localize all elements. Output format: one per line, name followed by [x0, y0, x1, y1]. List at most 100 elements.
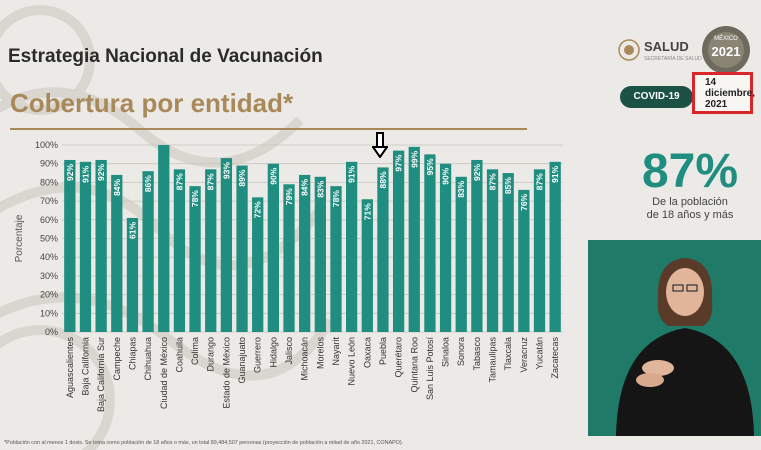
bar-data-label: 87%: [206, 173, 216, 190]
bar: [220, 158, 233, 332]
x-tick-label: Chiapas: [127, 337, 137, 371]
y-tick-label: 10%: [40, 308, 58, 318]
x-tick-label: Jalisco: [284, 337, 294, 365]
x-tick-label: Yucatán: [535, 337, 545, 370]
y-tick-label: 70%: [40, 196, 58, 206]
x-tick-label: San Luis Potosí: [425, 337, 435, 401]
y-tick-label: 40%: [40, 252, 58, 262]
bar: [283, 184, 295, 332]
bar: [518, 189, 530, 332]
strategy-title: Estrategia Nacional de Vacunación: [8, 46, 323, 67]
national-coverage-caption: De la población de 18 años y más: [625, 196, 755, 222]
x-tick-label: Puebla: [378, 337, 388, 365]
x-tick-label: Coahuila: [174, 337, 184, 373]
footnote: *Población con al menos 1 dosis. Se toma…: [4, 440, 404, 446]
bar-data-label: 83%: [315, 180, 325, 197]
bar: [486, 169, 499, 332]
bar-data-label: 99%: [409, 150, 419, 167]
bar: [252, 197, 264, 332]
y-tick-label: 60%: [40, 215, 58, 225]
bar-data-label: 87%: [488, 173, 498, 190]
interpreter-figure: [616, 258, 754, 436]
bar-data-label: 90%: [441, 167, 451, 184]
x-tick-label: Nuevo León: [347, 337, 357, 386]
x-tick-label: Chihuahua: [143, 337, 153, 381]
bar-data-label: 76%: [519, 193, 529, 210]
bar-data-label: 78%: [190, 190, 200, 207]
bar: [361, 199, 373, 332]
bar-data-label: 89%: [237, 169, 247, 186]
bar-data-label: 93%: [221, 162, 231, 179]
bar-data-label: 90%: [268, 167, 278, 184]
bar-data-label: 84%: [112, 178, 122, 195]
bar: [205, 169, 217, 332]
y-axis-label: Porcentaje: [14, 214, 25, 262]
bar: [79, 161, 92, 332]
x-tick-label: Nayarit: [331, 337, 341, 366]
x-tick-label: Aguascalientes: [65, 337, 75, 399]
bar: [533, 169, 546, 332]
y-tick-label: 0%: [45, 327, 58, 337]
x-tick-label: Ciudad de México: [159, 337, 169, 409]
y-tick-label: 100%: [35, 140, 58, 150]
x-tick-label: Sonora: [456, 337, 466, 366]
bar-data-label: 91%: [80, 165, 90, 182]
bar: [408, 146, 420, 332]
down-arrow-icon: [371, 132, 389, 163]
bar-data-label: 97%: [394, 154, 404, 171]
date-day: 14: [705, 76, 717, 88]
bar-data-label: 72%: [253, 201, 263, 218]
bar: [111, 174, 123, 332]
bar: [439, 163, 452, 332]
bar-data-label: 91%: [550, 165, 560, 182]
caption-line-1: De la población: [652, 196, 728, 208]
x-tick-label: Zacatecas: [550, 337, 560, 379]
y-tick-label: 30%: [40, 271, 58, 281]
bar-data-label: 87%: [535, 173, 545, 190]
bar-data-label: 83%: [456, 180, 466, 197]
emblem-year: 2021: [712, 44, 741, 59]
x-tick-label: Morelos: [315, 337, 325, 370]
caption-line-2: de 18 años y más: [646, 209, 734, 221]
bar: [330, 186, 342, 332]
y-tick-label: 80%: [40, 177, 58, 187]
bar-data-label: 71%: [362, 203, 372, 220]
y-tick-label: 90%: [40, 159, 58, 169]
bar: [392, 150, 405, 332]
x-tick-label: Quintana Roo: [409, 337, 419, 393]
bar-data-label: 92%: [472, 164, 482, 181]
x-tick-label: Tamaulipas: [488, 337, 498, 383]
x-tick-label: Tabasco: [472, 337, 482, 371]
bar: [424, 154, 436, 332]
bar: [142, 171, 154, 332]
bar: [236, 165, 248, 332]
x-tick-label: Campeche: [112, 337, 122, 381]
bar: [502, 173, 514, 332]
x-tick-label: Oaxaca: [362, 337, 372, 368]
bar: [64, 159, 76, 332]
bar-data-label: 79%: [284, 188, 294, 205]
x-tick-label: Guerrero: [253, 337, 263, 373]
bar-data-label: 61%: [127, 221, 137, 238]
bar-data-label: 78%: [331, 190, 341, 207]
covid-badge: COVID-19: [620, 86, 693, 108]
salud-name: SALUD: [644, 39, 689, 54]
bar: [189, 186, 201, 332]
bar: [455, 176, 467, 332]
date-box: 14 diciembre, 2021: [692, 72, 755, 114]
national-coverage-value: 87%: [641, 145, 739, 198]
bar-data-label: 92%: [65, 164, 75, 181]
bar: [377, 167, 389, 332]
x-tick-label: Estado de México: [221, 337, 231, 409]
bar-data-label: 87%: [174, 173, 184, 190]
sign-language-interpreter-video: [588, 240, 761, 436]
bar-data-label: 95%: [425, 158, 435, 175]
bar: [549, 161, 561, 332]
bar: [158, 145, 170, 332]
page-title: Cobertura por entidad*: [10, 88, 294, 118]
salud-logo: SALUD SECRETARÍA DE SALUD: [618, 38, 702, 62]
x-tick-label: Colima: [190, 337, 200, 365]
x-tick-label: Veracruz: [519, 337, 529, 373]
salud-subname: SECRETARÍA DE SALUD: [644, 56, 702, 62]
x-tick-label: Durango: [206, 337, 216, 372]
